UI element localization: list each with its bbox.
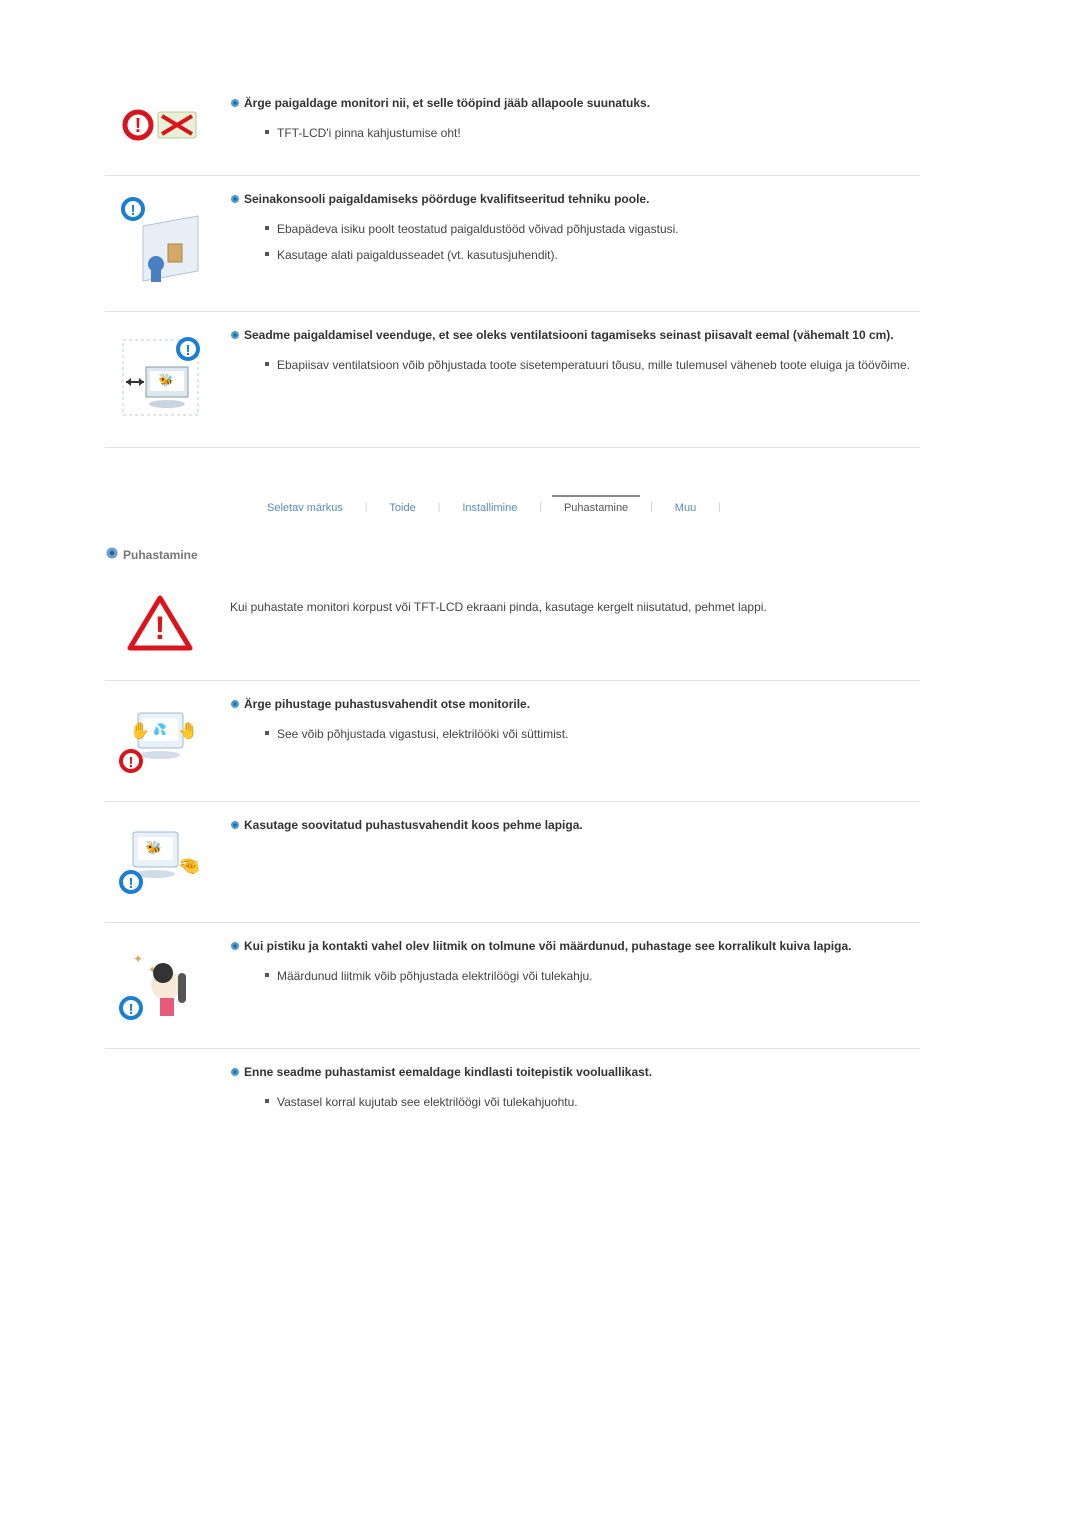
instruction-illustration: 🐝 🤏 ! <box>105 817 215 897</box>
instruction-illustration <box>105 1064 215 1069</box>
svg-text:!: ! <box>128 1001 133 1018</box>
bullet-icon <box>230 97 244 111</box>
section-bullet-icon <box>105 546 123 563</box>
instruction-item: Määrdunud liitmik võib põhjustada elektr… <box>265 967 920 985</box>
svg-text:!: ! <box>128 875 133 892</box>
instruction-content: Kui pistiku ja kontakti vahel olev liitm… <box>215 938 920 993</box>
svg-text:💦: 💦 <box>153 722 167 736</box>
instruction-illustration: ✦ ✦ ! <box>105 938 215 1023</box>
svg-text:✦: ✦ <box>133 952 143 966</box>
instruction-item: TFT-LCD'i pinna kahjustumise oht! <box>265 124 920 142</box>
svg-text:!: ! <box>128 754 133 771</box>
nav-tab-active[interactable]: Puhastamine <box>542 498 650 516</box>
intro-text: Kui puhastate monitori korpust või TFT-L… <box>215 588 920 616</box>
instruction-section: ✋ 🤚 ! 💦 Ärge pihustage puhastusvahendit … <box>105 680 920 802</box>
instruction-section: ! 🐝 Seadme paigaldamisel veenduge, et se… <box>105 312 920 448</box>
svg-text:🤚: 🤚 <box>178 721 198 740</box>
nav-tab[interactable]: Toide <box>367 498 437 516</box>
bullet-icon <box>230 940 244 954</box>
tab-nav: Seletav märkus | Toide | Installimine | … <box>245 498 920 516</box>
nav-tab[interactable]: Seletav märkus <box>245 498 365 516</box>
instruction-heading: Seadme paigaldamisel veenduge, et see ol… <box>244 327 894 344</box>
instruction-section: Enne seadme puhastamist eemaldage kindla… <box>105 1049 920 1144</box>
section-header: Puhastamine <box>105 546 920 563</box>
instruction-item: Kasutage alati paigaldusseadet (vt. kasu… <box>265 246 920 264</box>
intro-section: ! Kui puhastate monitori korpust või TFT… <box>105 588 920 680</box>
nav-separator: | <box>718 502 721 513</box>
instruction-illustration: ! 🐝 <box>105 327 215 422</box>
instruction-list: Määrdunud liitmik võib põhjustada elektr… <box>230 967 920 985</box>
bullet-icon <box>230 1066 244 1080</box>
nav-tab[interactable]: Muu <box>653 498 718 516</box>
instruction-item: Ebapiisav ventilatsioon võib põhjustada … <box>265 356 920 374</box>
instruction-item: Ebapädeva isiku poolt teostatud paigaldu… <box>265 220 920 238</box>
instruction-section: ✦ ✦ ! Kui pistiku ja kontakti vahel olev… <box>105 923 920 1049</box>
svg-text:🤏: 🤏 <box>178 856 200 876</box>
svg-text:!: ! <box>135 115 142 137</box>
instruction-list: Ebapiisav ventilatsioon võib põhjustada … <box>230 356 920 374</box>
svg-text:!: ! <box>130 202 135 219</box>
svg-text:🐝: 🐝 <box>145 840 161 855</box>
svg-text:!: ! <box>155 610 166 646</box>
instruction-list: Vastasel korral kujutab see elektrilöögi… <box>230 1093 920 1111</box>
instruction-section: ! Seinakonsooli paigaldamiseks pöörduge … <box>105 176 920 312</box>
instruction-illustration: ✋ 🤚 ! 💦 <box>105 696 215 776</box>
instruction-list: TFT-LCD'i pinna kahjustumise oht! <box>230 124 920 142</box>
instruction-content: Enne seadme puhastamist eemaldage kindla… <box>215 1064 920 1119</box>
instruction-heading: Kui pistiku ja kontakti vahel olev liitm… <box>244 938 851 955</box>
svg-text:!: ! <box>185 342 190 359</box>
instruction-content: Seinakonsooli paigaldamiseks pöörduge kv… <box>215 191 920 272</box>
nav-tab[interactable]: Installimine <box>440 498 539 516</box>
instruction-heading: Ärge paigaldage monitori nii, et selle t… <box>244 95 650 112</box>
instruction-item: See võib põhjustada vigastusi, elektrilö… <box>265 725 920 743</box>
instruction-list: See võib põhjustada vigastusi, elektrilö… <box>230 725 920 743</box>
instruction-section: 🐝 🤏 ! Kasutage soovitatud puhastusvahend… <box>105 802 920 923</box>
warning-illustration: ! <box>105 588 215 655</box>
svg-text:✋: ✋ <box>130 721 150 740</box>
instruction-section: ! Ärge paigaldage monitori nii, et selle… <box>105 80 920 176</box>
instruction-list: Ebapädeva isiku poolt teostatud paigaldu… <box>230 220 920 264</box>
instruction-heading: Seinakonsooli paigaldamiseks pöörduge kv… <box>244 191 649 208</box>
instruction-illustration: ! <box>105 95 215 150</box>
instruction-content: Seadme paigaldamisel veenduge, et see ol… <box>215 327 920 382</box>
bullet-icon <box>230 329 244 343</box>
instruction-heading: Kasutage soovitatud puhastusvahendit koo… <box>244 817 583 834</box>
instruction-illustration: ! <box>105 191 215 286</box>
instruction-item: Vastasel korral kujutab see elektrilöögi… <box>265 1093 920 1111</box>
instruction-content: Ärge paigaldage monitori nii, et selle t… <box>215 95 920 150</box>
section-title: Puhastamine <box>123 548 198 562</box>
svg-text:🐝: 🐝 <box>158 373 173 387</box>
instruction-content: Kasutage soovitatud puhastusvahendit koo… <box>215 817 920 846</box>
bullet-icon <box>230 193 244 207</box>
instruction-content: Ärge pihustage puhastusvahendit otse mon… <box>215 696 920 751</box>
instruction-heading: Ärge pihustage puhastusvahendit otse mon… <box>244 696 530 713</box>
bullet-icon <box>230 698 244 712</box>
instruction-heading: Enne seadme puhastamist eemaldage kindla… <box>244 1064 652 1081</box>
bullet-icon <box>230 819 244 833</box>
